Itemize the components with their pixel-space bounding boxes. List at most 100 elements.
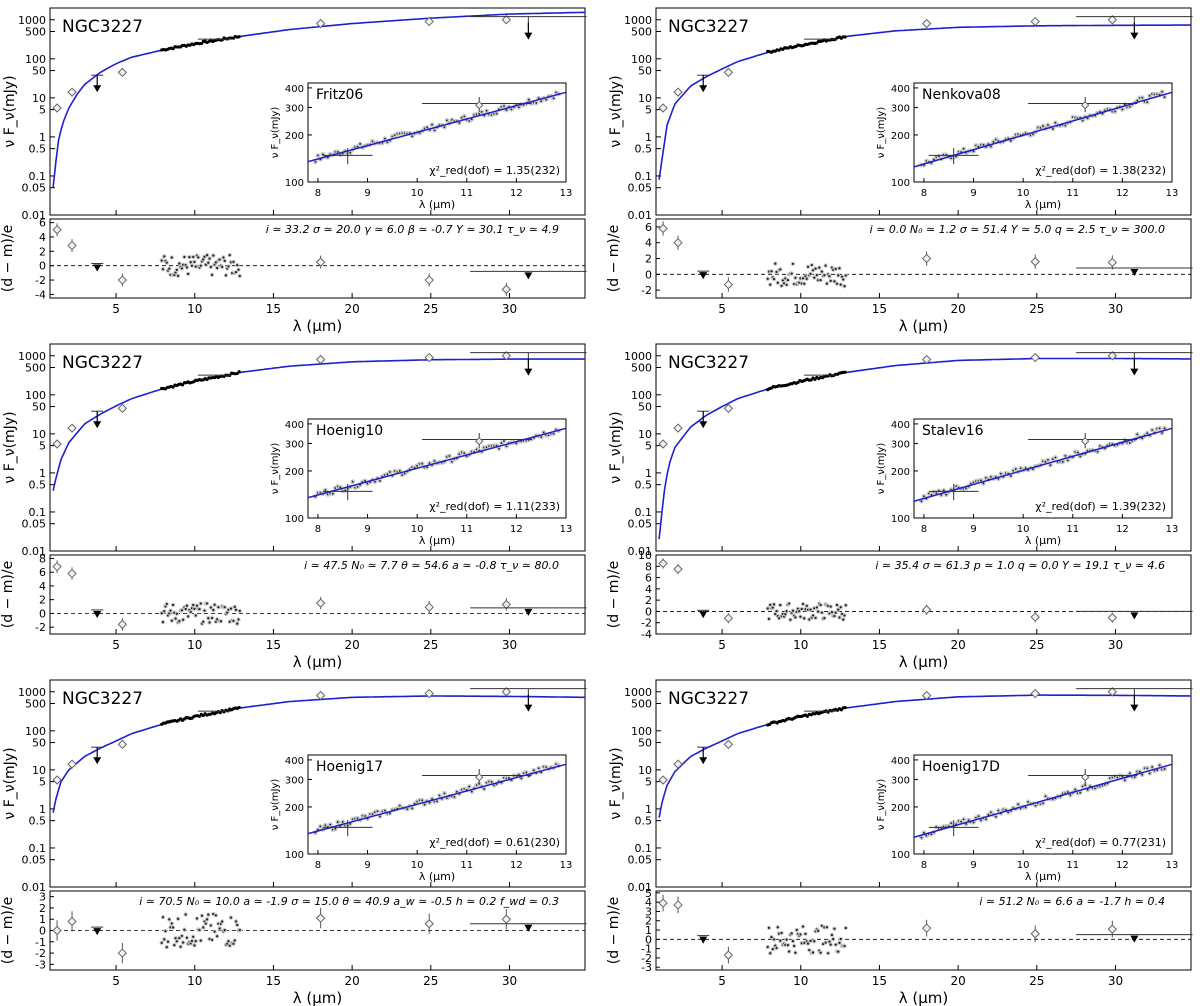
y-tick-label: 10 [32, 764, 46, 777]
inset-spectrum-point [505, 445, 508, 448]
upper-limit-arrow-head [93, 85, 102, 93]
inset-spectrum-point [1047, 458, 1049, 461]
resid-spectrum-point [193, 260, 196, 263]
inset-spectrum-point [990, 145, 992, 148]
inset-spectrum-point [463, 452, 466, 455]
resid-spectrum-point [187, 272, 190, 275]
resid-spectrum-point [165, 261, 168, 264]
resid-spectrum-point [197, 256, 200, 259]
resid-point [67, 916, 77, 927]
resid-spectrum-point [811, 269, 815, 272]
resid-point [52, 561, 62, 572]
inset-spectrum-point [431, 123, 433, 126]
inset-x-tick-label: 13 [560, 188, 573, 199]
main-plot-frame [49, 679, 586, 888]
y-tick-label: 0.5 [635, 143, 653, 156]
inset-spectrum-point [334, 827, 337, 830]
resid-spectrum-point [776, 281, 779, 284]
chi2-label: χ²_red(dof) = 1.38(232) [1035, 164, 1166, 177]
inset-y-tick-label: 100 [891, 514, 910, 525]
fit-parameters: i ≃ 70.5 N₀ ≃ 10.0 a ≃ -1.9 σ ≃ 15.0 θ ≃… [139, 895, 559, 908]
resid-point [117, 275, 128, 285]
y-tick-label: 50 [638, 737, 652, 750]
resid-point [1030, 256, 1040, 267]
inset-plot: 100 200 300 400 8 9 10 11 12 13 λ (μm) ν F_ν(mJy) Ho… [270, 754, 572, 883]
chi2-label: χ²_red(dof) = 1.35(232) [429, 164, 560, 177]
resid-spectrum-point [179, 945, 182, 948]
inset-spectrum-point [364, 479, 366, 482]
resid-spectrum-point [205, 918, 209, 921]
photometry-point [315, 354, 326, 365]
inset-spectrum-point [428, 462, 431, 465]
resid-point [117, 948, 128, 958]
resid-x-tick-label: 25 [1029, 974, 1044, 988]
resid-spectrum-point [835, 603, 839, 607]
resid-y-tick-label: 3 [645, 905, 652, 918]
y-tick-label: 50 [32, 401, 46, 414]
inset-spectrum-point [1163, 96, 1166, 98]
inset-spectrum-point [349, 822, 352, 825]
upper-limit-arrow-head [524, 368, 533, 376]
inset-x-tick-label: 8 [921, 860, 927, 871]
resid-spectrum-point [232, 619, 235, 623]
y-tick-label: 1000 [18, 14, 46, 27]
inset-spectrum-point [537, 767, 540, 770]
photometry-point [921, 18, 932, 29]
resid-spectrum-point [788, 950, 791, 953]
resid-spectrum-point [776, 926, 779, 929]
inset-plot: 100 200 300 400 8 9 10 11 12 13 λ (μm) ν F_ν(mJy) Fr… [270, 82, 573, 211]
resid-spectrum-point [212, 608, 215, 612]
inset-y-tick-label: 300 [285, 439, 304, 450]
resid-spectrum-point [238, 609, 241, 613]
inset-spectrum-point [520, 777, 523, 780]
resid-spectrum-point [174, 617, 177, 620]
inset-spectrum-point [527, 98, 530, 101]
resid-y-axis-label: (d − m)/e [0, 897, 16, 964]
inset-y-tick-label: 300 [285, 103, 304, 114]
resid-limit-arrow [699, 936, 708, 944]
resid-spectrum-point [237, 618, 240, 621]
resid-spectrum-point [160, 259, 163, 262]
inset-spectrum-point [972, 821, 975, 824]
inset-spectrum-point [426, 126, 428, 129]
resid-spectrum-point [207, 617, 210, 620]
resid-point [315, 257, 326, 267]
inset-spectrum-point [398, 804, 401, 807]
model-name: Fritz06 [316, 87, 363, 103]
resid-spectrum-point [185, 266, 188, 269]
resid-y-tick-label: -1 [35, 936, 46, 949]
inset-spectrum-point [398, 470, 401, 472]
resid-spectrum-point [830, 933, 834, 937]
inset-spectrum-point [478, 112, 481, 115]
x-axis-label: λ (μm) [899, 989, 949, 1006]
inset-spectrum-point [421, 462, 424, 465]
resid-spectrum-point [187, 615, 190, 618]
inset-x-tick-label: 11 [1066, 188, 1079, 199]
resid-x-tick-label: 5 [112, 974, 120, 988]
resid-spectrum-point [819, 603, 822, 607]
resid-point [52, 225, 62, 235]
inset-spectrum-point [1014, 468, 1017, 470]
resid-spectrum-point [838, 267, 841, 270]
inset-spectrum-point [388, 471, 391, 473]
residual-frame [655, 554, 1192, 635]
resid-spectrum-point [803, 617, 806, 620]
inset-spectrum-point [1141, 437, 1144, 440]
upper-limit-arrow-head [1130, 32, 1139, 40]
photometry-point [501, 687, 512, 697]
upper-limit-arrow-head [1130, 368, 1139, 376]
inset-spectrum-point [324, 489, 327, 491]
inset-model-curve [913, 427, 1173, 502]
inset-spectrum-point [1161, 90, 1163, 93]
resid-spectrum-point [825, 926, 828, 929]
resid-spectrum-point [827, 952, 830, 955]
inset-spectrum-point [480, 110, 483, 113]
resid-spectrum-point [176, 274, 180, 277]
resid-x-tick-label: 5 [112, 638, 120, 652]
y-tick-label: 500 [631, 26, 652, 39]
main-plot-frame [49, 343, 586, 552]
resid-y-tick-label: -2 [641, 617, 652, 630]
inset-spectrum-point [542, 431, 545, 434]
resid-spectrum-point [203, 609, 206, 612]
resid-x-tick-label: 15 [266, 638, 281, 652]
